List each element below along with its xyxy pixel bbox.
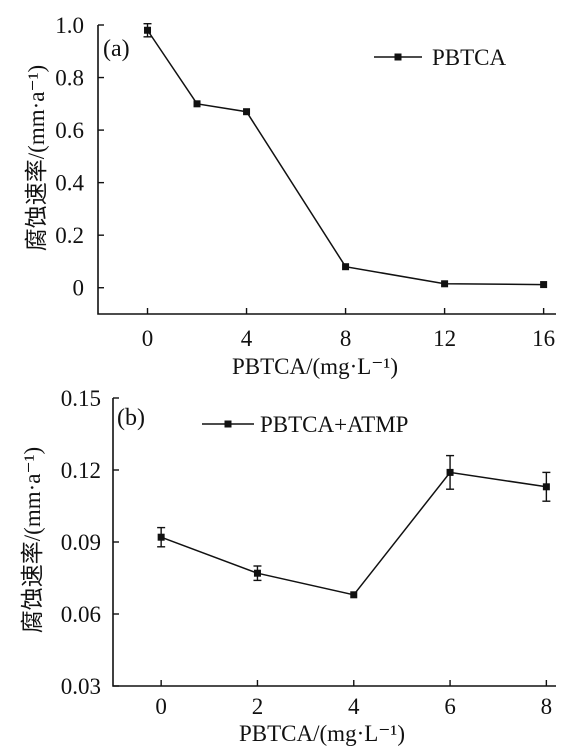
panel-a-x-tick-label: 4 xyxy=(241,326,253,351)
panel-b-y-tick-label: 0.06 xyxy=(61,602,101,627)
panel-a-data-point xyxy=(441,280,449,288)
panel-b-x-tick-label: 0 xyxy=(155,694,167,719)
panel-b-y-tick-label: 0.15 xyxy=(61,386,101,411)
panel-b-letter: (b) xyxy=(117,405,145,431)
panel-b-y-axis-title: 腐蚀速率/(mm·a⁻¹) xyxy=(20,447,45,633)
panel-a-axes xyxy=(97,25,556,315)
panel-a-data-point xyxy=(193,100,201,108)
panel-a-data-point xyxy=(243,108,251,116)
panel-b-x-tick-label: 2 xyxy=(252,694,264,719)
panel-b-y-tick-label: 0.12 xyxy=(61,458,101,483)
panel-a-x-tick-label: 12 xyxy=(433,326,456,351)
panel-b-axes xyxy=(112,398,556,687)
panel-b-series-line xyxy=(160,471,547,596)
panel-a-legend-marker xyxy=(394,53,402,61)
panel-b-legend-marker xyxy=(224,420,232,428)
panel-a-x-tick-label: 0 xyxy=(142,326,154,351)
panel-a-legend: PBTCA xyxy=(374,45,507,70)
panel-b-x-axis-title: PBTCA/(mg·L⁻¹) xyxy=(239,721,405,746)
panel-b-x-tick-label: 4 xyxy=(348,694,360,719)
panel-a-y-tick-label: 0.4 xyxy=(55,171,84,196)
panel-a-letter: (a) xyxy=(103,36,130,62)
panel-a-x-tick-label: 16 xyxy=(532,326,555,351)
panel-b-data-point xyxy=(350,591,358,599)
panel-a-y-tick-label: 0.2 xyxy=(55,223,84,248)
panel-b-data-point xyxy=(253,569,261,577)
panel-a-legend-label: PBTCA xyxy=(432,45,507,70)
panel-b-chart: (b) PBTCA/(mg·L⁻¹) 腐蚀速率/(mm·a⁻¹) PBTCA+A… xyxy=(20,386,556,746)
panel-b-y-tick-label: 0.09 xyxy=(61,530,101,555)
panel-a-data-point xyxy=(144,26,152,34)
panel-a-y-tick-label: 1.0 xyxy=(55,13,84,38)
panel-a-x-axis-title: PBTCA/(mg·L⁻¹) xyxy=(232,354,398,379)
panel-a-y-axis-title: 腐蚀速率/(mm·a⁻¹) xyxy=(24,65,49,251)
panel-a-data-point xyxy=(540,281,548,289)
panel-b-x-tick-label: 6 xyxy=(444,694,456,719)
panel-b-y-tick-label: 0.03 xyxy=(61,674,101,699)
panel-a-y-tick-label: 0.8 xyxy=(55,66,84,91)
panel-a-series-line xyxy=(146,29,544,286)
panel-b-x-tick-label: 8 xyxy=(541,694,553,719)
panel-a-y-tick-label: 0 xyxy=(73,276,85,301)
panel-a-y-tick-label: 0.6 xyxy=(55,118,84,143)
panel-b-legend-label: PBTCA+ATMP xyxy=(260,412,408,437)
panel-b-data-point xyxy=(446,468,454,476)
panel-b-data-point xyxy=(157,533,165,541)
panel-a-x-tick-label: 8 xyxy=(340,326,352,351)
panel-b-data-point xyxy=(542,483,550,491)
panel-a-data-point xyxy=(342,263,350,271)
panel-b-legend: PBTCA+ATMP xyxy=(202,412,408,437)
panel-a-chart: (a) PBTCA/(mg·L⁻¹) 腐蚀速率/(mm·a⁻¹) PBTCA 0… xyxy=(24,13,556,379)
